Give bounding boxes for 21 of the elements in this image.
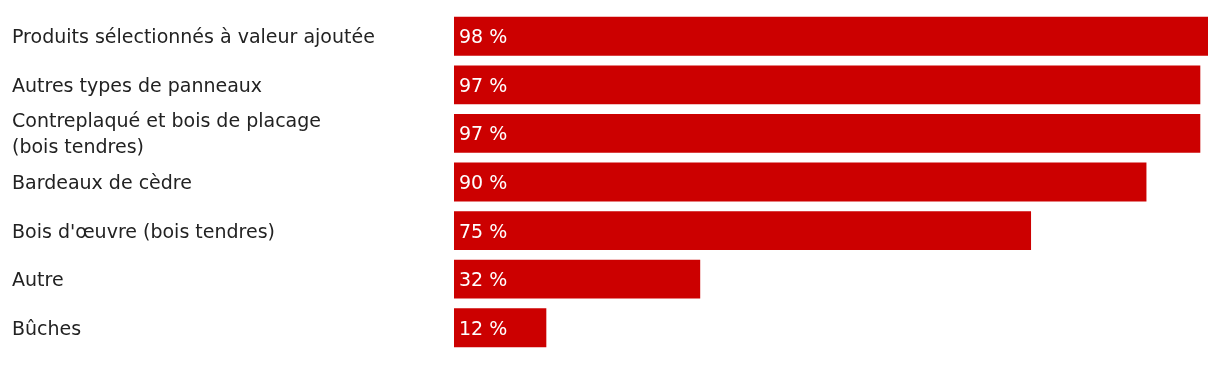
data-label: 12 % (459, 316, 508, 339)
data-label: 32 % (459, 268, 508, 291)
bar (454, 259, 701, 299)
data-label: 75 % (459, 219, 508, 242)
bar (454, 114, 1201, 153)
data-label: 97 % (459, 73, 508, 96)
bar (454, 65, 1201, 105)
bar (454, 211, 1032, 250)
y-tick-label: Contreplaqué et bois de placage (bois tendres) (12, 109, 321, 158)
y-tick-label: Autre (12, 268, 64, 291)
data-label: 90 % (459, 171, 508, 193)
y-tick-label: Bardeaux de cèdre (12, 171, 192, 193)
bar (454, 308, 547, 348)
y-tick-label: Autres types de panneaux (12, 73, 263, 96)
y-tick-label: Bûches (12, 316, 82, 339)
data-label: 97 % (459, 122, 508, 145)
bar (454, 16, 1208, 56)
bar (454, 162, 1147, 202)
data-label: 98 % (459, 25, 508, 48)
y-tick-label: Bois d'œuvre (bois tendres) (12, 219, 275, 242)
y-tick-label: Produits sélectionnés à valeur ajoutée (12, 25, 375, 48)
